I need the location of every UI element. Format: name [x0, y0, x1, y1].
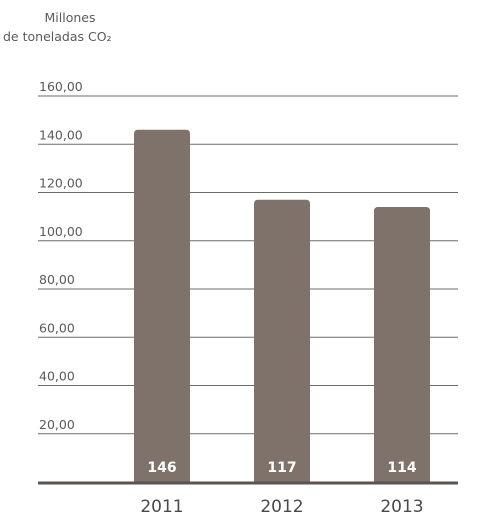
y-tick-label: 160,00: [39, 79, 83, 94]
bar-2013: [374, 206, 430, 482]
y-tick-label: 120,00: [39, 176, 83, 191]
y-tick-label: 80,00: [39, 272, 75, 287]
x-tick-label-2011: 2011: [140, 497, 183, 516]
y-tick-label: 100,00: [39, 224, 83, 239]
y-tick-label: 140,00: [39, 127, 83, 142]
y-axis-label-line2: de toneladas CO₂: [3, 29, 112, 44]
y-tick-label: 20,00: [39, 417, 75, 432]
bar-2011: [134, 129, 190, 482]
y-axis-label: Millones de toneladas CO₂: [0, 8, 140, 46]
x-tick-label-2012: 2012: [260, 497, 303, 516]
y-axis-label-line1: Millones: [44, 10, 96, 25]
data-label-2012: 117: [267, 460, 296, 476]
data-label-2011: 146: [147, 460, 176, 476]
bar-2012: [254, 199, 310, 483]
y-tick-label: 60,00: [39, 320, 75, 335]
y-tick-label: 40,00: [39, 369, 75, 384]
x-tick-label-2013: 2013: [380, 497, 423, 516]
data-label-2013: 114: [387, 460, 416, 476]
